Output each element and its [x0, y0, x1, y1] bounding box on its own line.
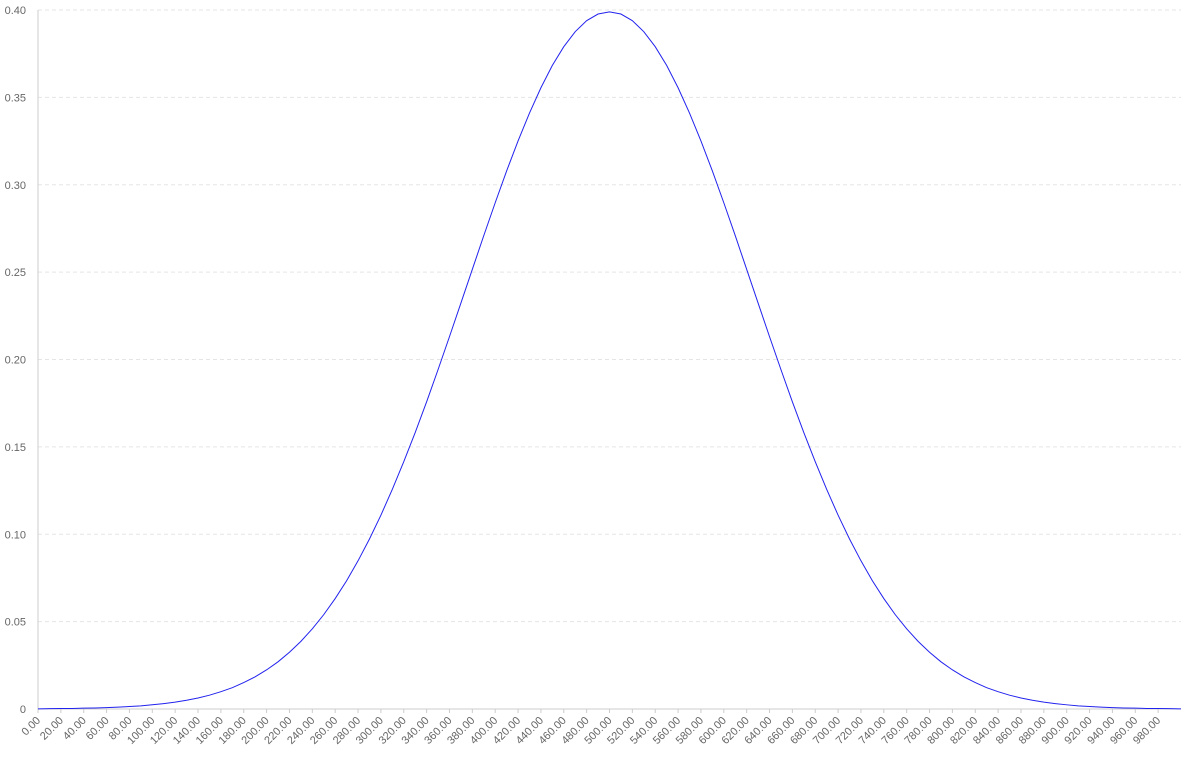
y-tick-label: 0.05 — [5, 617, 26, 629]
y-tick-label: 0 — [20, 704, 26, 716]
y-tick-label: 0.30 — [5, 180, 26, 192]
y-tick-label: 0.10 — [5, 529, 26, 541]
y-tick-label: 0.25 — [5, 267, 26, 279]
y-tick-label: 0.40 — [5, 5, 26, 17]
y-tick-label: 0.15 — [5, 442, 26, 454]
y-tick-label: 0.20 — [5, 355, 26, 367]
series-line — [37, 11, 1182, 710]
x-tick-label: 20.00 — [38, 715, 66, 743]
x-tick-label: 40.00 — [61, 715, 89, 743]
y-tick-label: 0.35 — [5, 92, 26, 104]
x-tick-label: 60.00 — [84, 715, 112, 743]
